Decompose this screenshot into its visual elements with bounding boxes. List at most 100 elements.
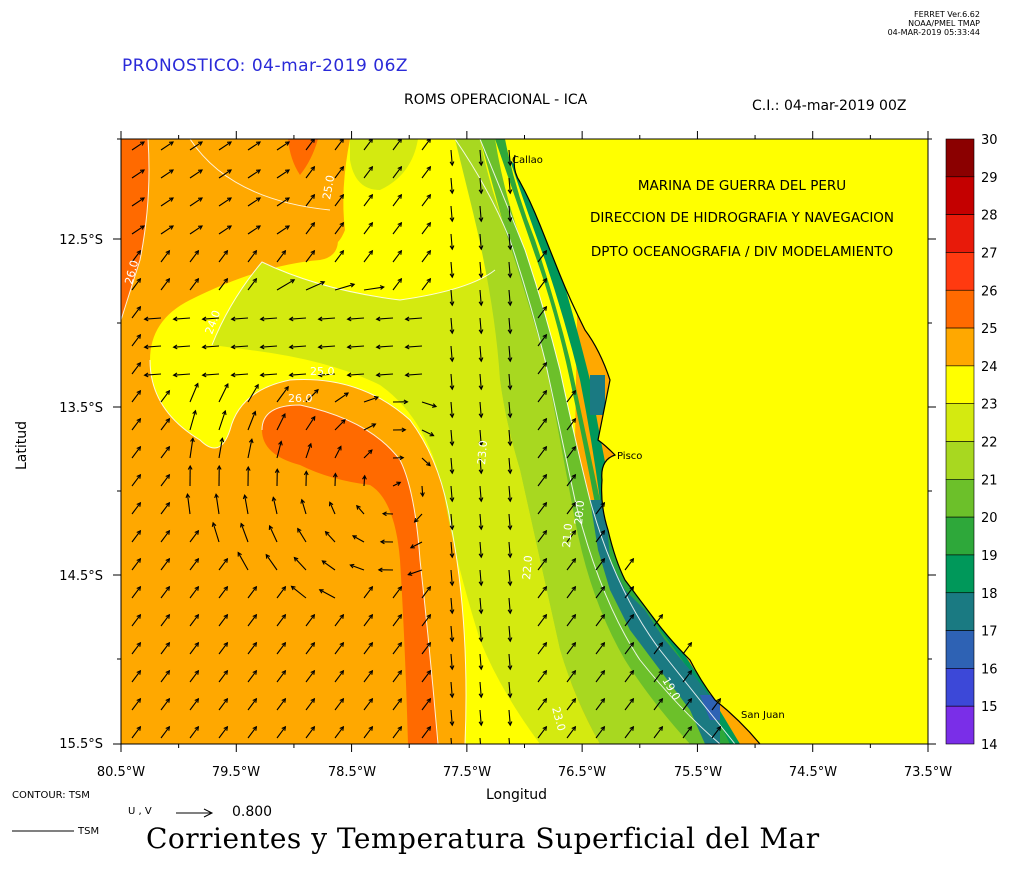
colorbar-label: 28 [981,209,998,224]
current-vector [508,681,511,698]
current-vector-head [687,725,693,731]
current-vector [508,401,511,418]
current-vector-head [300,498,306,504]
current-vector-head [368,613,374,619]
current-vector-head [165,613,171,619]
current-vector-head [136,557,142,563]
current-vector-head [165,725,171,731]
current-vector [305,726,315,739]
current-vector-head [426,725,432,731]
colorbar-segment [945,592,975,631]
current-vector-head [600,669,606,675]
current-vector [421,278,431,291]
colorbar-label: 30 [981,133,998,148]
current-vector-head [136,613,142,619]
current-vector [240,523,249,543]
current-vector-head [216,464,222,470]
current-vector [363,449,373,459]
colorbar-label: 26 [981,284,998,299]
current-vector-head [658,613,664,619]
current-vector-head [172,344,178,350]
current-vector [160,502,170,515]
current-vector-head [219,437,225,443]
current-vector [189,383,199,403]
current-vector [186,494,191,515]
current-vector-head [426,461,431,467]
contour-labels: 26.0 25.0 24.0 25.0 26.0 23.0 22.0 21.0 … [122,174,683,732]
current-vector [160,474,170,487]
current-vector-head [190,437,195,443]
current-vector-head [542,389,548,395]
current-vector [202,345,220,348]
current-vector [363,250,373,263]
current-vector-head [507,385,513,391]
current-vector-head [397,165,403,171]
current-vector-head [340,419,346,424]
current-vector [450,541,453,558]
current-vector [566,418,576,431]
current-vector-head [373,395,380,401]
current-vector-head [285,169,291,174]
current-vector-head [600,613,606,619]
current-vector-head [507,245,513,251]
current-vector [450,737,453,744]
current-vector-head [136,641,142,647]
current-vector-head [344,392,349,397]
current-vector-head [356,504,361,510]
current-vector [450,709,453,726]
colorbar-label: 22 [981,436,998,451]
current-vector [363,139,373,151]
current-vector [160,446,170,459]
current-vector-head [542,333,548,339]
current-vector [421,194,431,207]
sst-23-band [455,139,720,744]
colorbar-label: 14 [981,738,998,753]
current-vector-head [429,432,435,437]
current-vector-head [346,316,352,322]
current-vector [566,670,576,683]
current-vector-head [245,465,251,471]
current-vector-head [165,277,171,283]
current-vector-head [571,417,577,423]
current-vector-head [288,372,294,378]
current-vector-head [426,641,432,647]
current-vector-head [223,641,229,647]
current-vector [537,558,547,571]
current-vector-head [349,563,355,569]
current-vector [450,429,453,446]
current-vector-head [379,285,385,290]
current-vector-head [478,693,484,699]
current-vector-head [542,361,548,367]
initial-condition: C.I.: 04-mar-2019 00Z [752,98,907,114]
current-vector [131,418,141,431]
current-vector [260,317,278,320]
colorbar-segment [945,289,975,329]
current-vector-head [194,585,200,591]
current-vector [653,670,663,683]
current-vector [537,726,547,739]
current-vector-head [571,613,577,619]
current-vector [189,225,203,235]
current-vector [347,373,365,376]
colorbar-label: 19 [981,549,998,564]
current-vector [305,166,315,179]
current-vector [215,494,220,515]
current-vector-head [194,249,200,255]
current-vector-head [371,423,377,428]
current-vector [244,495,249,515]
current-vector-head [265,553,271,559]
current-vector [334,446,342,459]
current-vector-head [542,305,548,311]
current-vector [682,670,692,683]
current-vector [131,197,145,207]
current-vector [479,513,482,530]
current-vector-head [285,197,291,202]
current-vector [305,443,312,459]
current-vector [392,194,402,207]
current-vector-head [339,193,345,199]
current-vector-head [571,585,577,591]
current-vector [410,541,423,549]
current-vector-head [288,344,294,350]
current-vector-head [449,441,455,447]
current-vector [305,698,315,711]
